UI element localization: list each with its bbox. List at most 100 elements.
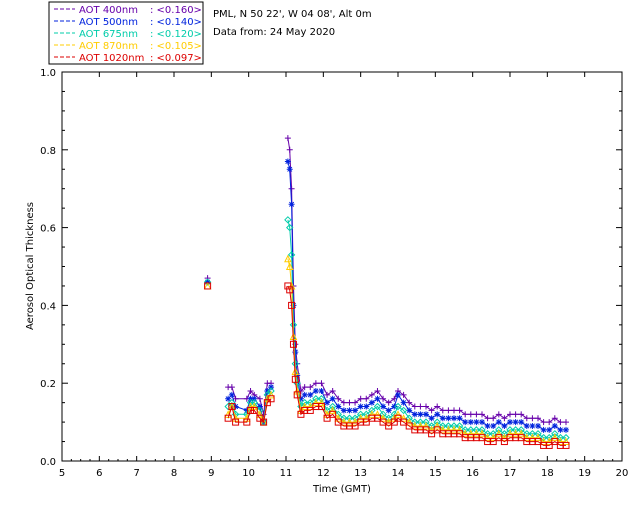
data-point	[512, 419, 519, 426]
data-point	[324, 391, 331, 398]
data-point	[312, 398, 320, 407]
data-point	[405, 422, 413, 430]
data-point	[545, 433, 553, 442]
data-point	[428, 415, 435, 422]
data-point	[260, 418, 268, 426]
data-point	[489, 430, 497, 438]
data-point	[445, 407, 452, 414]
x-axis-label: Time (GMT)	[312, 484, 371, 495]
data-point	[535, 415, 541, 422]
data-point	[384, 414, 393, 422]
data-point	[362, 410, 370, 419]
data-point	[340, 414, 348, 422]
data-point	[438, 425, 447, 434]
data-point	[563, 419, 569, 426]
data-point	[562, 433, 570, 442]
x-tick-label: 10	[242, 468, 255, 479]
series-1	[204, 158, 569, 433]
data-point	[445, 415, 452, 422]
legend-mean: : <0.140>	[150, 17, 202, 28]
data-point	[534, 438, 542, 446]
data-point	[479, 419, 485, 426]
legend: AOT 400nm: <0.160> AOT 500nm: <0.140> AOT …	[54, 5, 202, 64]
data-point	[379, 410, 387, 419]
data-point	[204, 282, 212, 290]
data-point	[551, 422, 558, 429]
data-point	[351, 414, 359, 422]
data-point	[368, 406, 376, 415]
data-point	[400, 418, 408, 426]
data-point	[323, 414, 331, 422]
data-point	[345, 417, 354, 426]
x-tick-label: 8	[171, 468, 177, 479]
data-point	[534, 433, 542, 442]
data-point	[391, 403, 398, 410]
data-point	[539, 433, 548, 442]
data-point	[534, 430, 542, 438]
series-3	[203, 254, 570, 446]
data-point	[335, 403, 342, 410]
data-point	[312, 395, 320, 403]
data-point	[346, 407, 353, 414]
data-point	[312, 387, 319, 394]
data-point	[394, 414, 402, 422]
data-point	[306, 398, 314, 407]
x-tick-label: 15	[429, 468, 442, 479]
data-point	[500, 433, 509, 442]
legend-label: AOT 500nm	[79, 17, 138, 28]
data-point	[423, 403, 429, 410]
data-point	[351, 417, 359, 426]
y-tick-label: 0.2	[40, 379, 56, 390]
data-point	[495, 434, 503, 442]
x-tick-label: 5	[59, 468, 65, 479]
data-point	[267, 395, 275, 403]
data-point	[467, 426, 475, 434]
data-point	[289, 340, 297, 348]
data-point	[455, 422, 464, 430]
data-point	[380, 395, 387, 402]
data-point	[528, 433, 537, 442]
data-point	[411, 403, 418, 410]
data-point	[374, 387, 381, 394]
data-point	[306, 402, 315, 411]
data-point	[423, 411, 429, 418]
data-point	[368, 410, 376, 418]
data-point	[427, 425, 436, 434]
y-axis: 0.0 0.2 0.4 0.6 0.8 1.0	[40, 68, 622, 468]
data-point	[301, 391, 308, 398]
data-point	[399, 414, 408, 422]
data-point	[390, 414, 399, 422]
data-point	[461, 426, 469, 434]
data-point	[390, 410, 398, 419]
data-point	[300, 402, 309, 411]
data-point	[284, 282, 292, 290]
data-point	[518, 419, 525, 426]
data-point	[540, 419, 547, 426]
data-point	[340, 417, 348, 426]
data-point	[501, 422, 508, 429]
data-point	[357, 403, 364, 410]
legend-mean: : <0.160>	[150, 5, 202, 16]
data-point	[451, 415, 457, 422]
data-point	[263, 394, 272, 403]
data-point	[439, 415, 446, 422]
data-point	[394, 402, 402, 411]
data-point	[466, 429, 475, 438]
data-point	[243, 407, 250, 414]
data-point	[406, 407, 413, 414]
data-point	[291, 375, 299, 383]
data-point	[434, 403, 441, 410]
data-point	[385, 399, 392, 406]
data-point	[523, 430, 531, 438]
data-point	[284, 135, 291, 142]
x-tick-label: 6	[96, 468, 102, 479]
data-point	[288, 185, 295, 192]
x-axis: 5 6 7 8 9 10 11 12 13 14 15 16 17 18 19 20	[59, 72, 628, 479]
x-tick-label: 7	[133, 468, 139, 479]
data-point	[286, 166, 293, 173]
data-point	[256, 395, 263, 402]
data-point	[501, 415, 508, 422]
data-point	[246, 402, 255, 411]
data-point	[405, 417, 414, 426]
